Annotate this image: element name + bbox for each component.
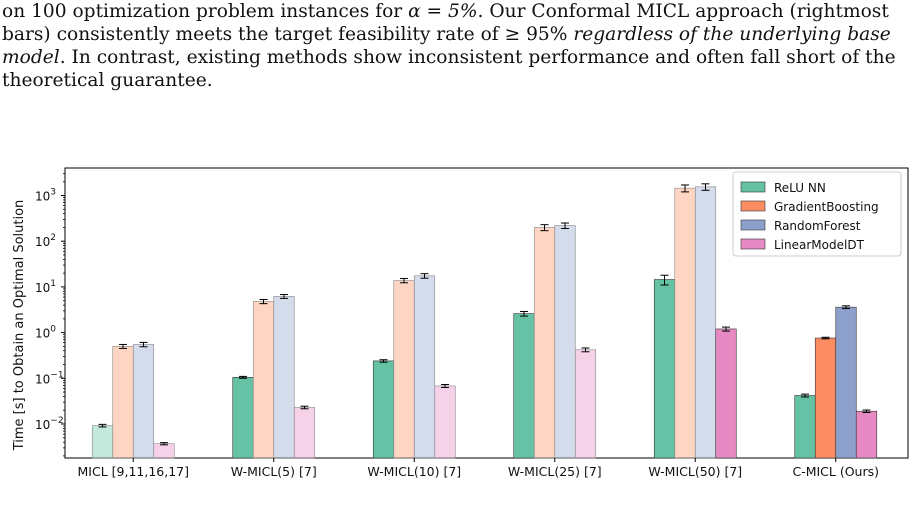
y-tick-label: 102 xyxy=(35,233,56,249)
legend-label: GradientBoosting xyxy=(774,200,879,214)
y-tick-label: 103 xyxy=(35,188,56,204)
runtime-bar-chart: 10−2 10−1 100 101 102 103 MICL [9,11,16,17] W-M… xyxy=(12,167,909,479)
bar xyxy=(653,279,676,459)
bar xyxy=(574,349,597,459)
caption-text: . In contrast, existing methods show inc… xyxy=(59,47,896,68)
bar xyxy=(694,186,717,459)
x-tick-label: W-MICL(50) [7] xyxy=(648,464,742,479)
x-tick-label: W-MICL(25) [7] xyxy=(508,464,602,479)
bar xyxy=(533,227,556,459)
bar xyxy=(715,328,737,459)
caption-text: model xyxy=(2,47,60,68)
bar xyxy=(153,443,175,459)
caption-text: theoretical guarantee. xyxy=(2,70,213,91)
y-tick-label: 100 xyxy=(35,325,56,341)
caption-text: on 100 optimization problem instances fo… xyxy=(2,1,409,22)
y-axis-ticks: 10−2 10−1 100 101 102 103 xyxy=(35,173,65,457)
bar xyxy=(372,360,395,459)
y-tick-label: 10−1 xyxy=(35,370,64,386)
bar xyxy=(273,296,295,459)
caption-line: theoretical guarantee. xyxy=(2,69,914,92)
bar xyxy=(132,344,155,459)
plot-area: 10−2 10−1 100 101 102 103 MICL [9,11,16,17] W-M… xyxy=(35,167,909,479)
caption-line: on 100 optimization problem instances fo… xyxy=(2,0,914,23)
legend-label: ReLU NN xyxy=(774,181,826,195)
bar xyxy=(393,280,415,459)
caption-text: . Our Conformal MICL approach (rightmost xyxy=(477,1,889,22)
y-tick-label: 101 xyxy=(35,279,56,295)
bar xyxy=(232,377,254,459)
caption-text: regardless of the underlying base xyxy=(573,24,891,45)
bar xyxy=(814,337,837,459)
axes-frame xyxy=(64,167,909,459)
legend-label: LinearModelDT xyxy=(774,238,865,252)
y-axis-label: Time [s] to Obtain an Optimal Solution xyxy=(12,200,27,452)
legend-swatch xyxy=(740,219,766,231)
bar xyxy=(112,346,134,459)
bar xyxy=(554,225,576,459)
bar xyxy=(434,385,456,459)
bars xyxy=(91,183,878,459)
x-tick-label: W-MICL(5) [7] xyxy=(231,464,317,479)
caption-text: bars) consistently meets the target feas… xyxy=(2,24,574,45)
legend-swatch xyxy=(740,238,766,250)
legend-swatch xyxy=(740,181,766,193)
caption-math: α = 5% xyxy=(408,1,478,22)
bar xyxy=(855,410,878,459)
x-tick-label: W-MICL(10) [7] xyxy=(367,464,461,479)
y-tick-label: 10−2 xyxy=(35,416,64,432)
bar xyxy=(252,301,275,459)
caption-line: model. In contrast, existing methods sho… xyxy=(2,46,914,69)
figure-caption: on 100 optimization problem instances fo… xyxy=(2,0,914,92)
caption-line: bars) consistently meets the target feas… xyxy=(2,23,914,46)
x-tick-label: MICL [9,11,16,17] xyxy=(78,464,189,479)
bar xyxy=(835,306,857,459)
legend-swatch xyxy=(740,200,766,212)
bar xyxy=(674,187,696,459)
bar xyxy=(513,313,535,459)
legend-box xyxy=(732,171,902,257)
bar xyxy=(293,407,316,459)
legend-label: RandomForest xyxy=(774,219,861,233)
bar xyxy=(91,425,114,459)
bar xyxy=(794,395,816,459)
x-tick-label: C-MICL (Ours) xyxy=(792,464,879,479)
chart-legend: ReLU NN GradientBoosting RandomForest Linea… xyxy=(732,171,902,257)
bar xyxy=(413,275,436,459)
